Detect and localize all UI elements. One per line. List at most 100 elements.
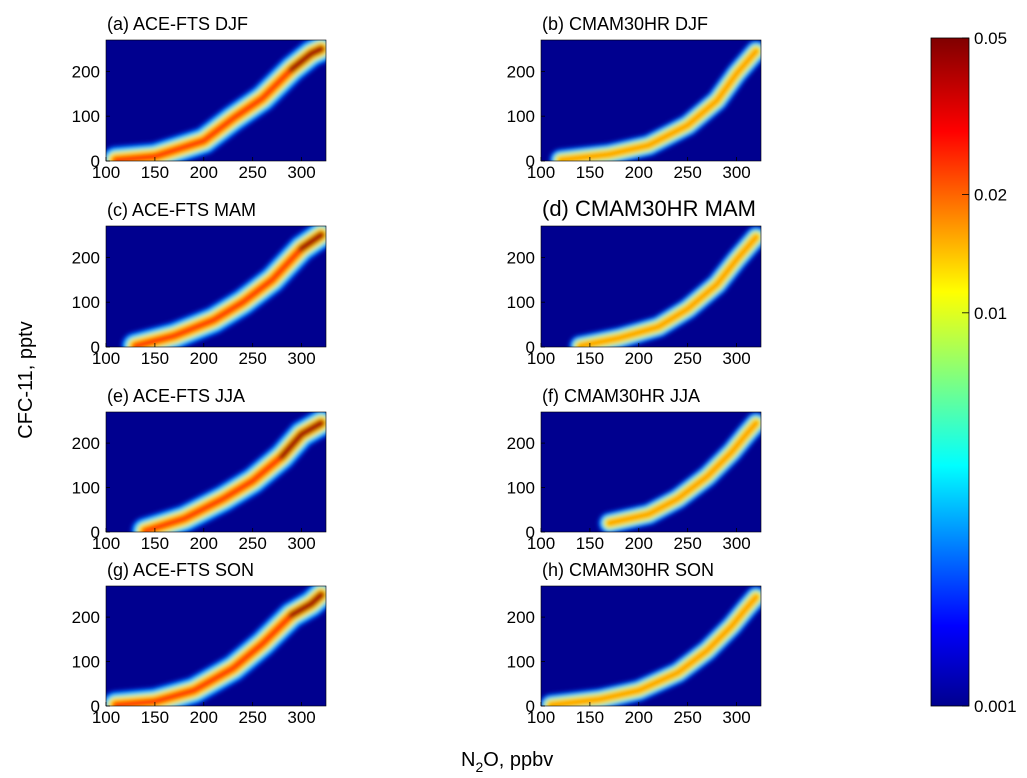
y-tick-label: 0 bbox=[91, 338, 100, 357]
panel-title: (h) CMAM30HR SON bbox=[542, 560, 714, 580]
x-tick-label: 250 bbox=[673, 349, 701, 368]
y-tick-label: 200 bbox=[72, 434, 100, 453]
x-tick-label: 100 bbox=[92, 708, 120, 727]
y-tick-label: 0 bbox=[526, 697, 535, 716]
x-tick-label: 200 bbox=[625, 163, 653, 182]
y-tick-label: 200 bbox=[72, 248, 100, 267]
heat-peak bbox=[298, 231, 325, 252]
colorbar-gradient bbox=[930, 37, 970, 707]
x-tick-label: 150 bbox=[141, 534, 169, 553]
x-tick-label: 200 bbox=[190, 349, 218, 368]
panel-frame bbox=[540, 411, 762, 533]
x-tick-label: 250 bbox=[673, 708, 701, 727]
y-tick-label: 200 bbox=[507, 434, 535, 453]
panel-title: (d) CMAM30HR MAM bbox=[542, 196, 756, 221]
x-tick-label: 150 bbox=[141, 163, 169, 182]
x-tick-label: 200 bbox=[625, 349, 653, 368]
y-tick-label: 100 bbox=[72, 653, 100, 672]
x-tick-label: 300 bbox=[287, 349, 315, 368]
heat-level-3 bbox=[577, 234, 760, 347]
y-tick-label: 200 bbox=[507, 248, 535, 267]
y-tick-label: 0 bbox=[91, 523, 100, 542]
panel-title: (f) CMAM30HR JJA bbox=[542, 386, 700, 406]
panel-frame bbox=[105, 411, 327, 533]
panel-frame bbox=[105, 225, 327, 348]
panel-frame bbox=[105, 39, 327, 162]
colorbar-ticks: 0.05 0.02 0.01 0.001 bbox=[962, 29, 1017, 716]
panel-title: (c) ACE-FTS MAM bbox=[107, 200, 256, 220]
y-tick-label: 0 bbox=[91, 697, 100, 716]
y-tick-label: 200 bbox=[507, 62, 535, 81]
panel-frame bbox=[540, 225, 762, 348]
y-tick-label: 0 bbox=[526, 152, 535, 171]
colorbar: 0.05 0.02 0.01 0.001 bbox=[930, 29, 1017, 716]
x-tick-label: 300 bbox=[287, 163, 315, 182]
x-tick-label: 250 bbox=[238, 163, 266, 182]
x-tick-label: 100 bbox=[92, 349, 120, 368]
x-tick-label: 300 bbox=[722, 163, 750, 182]
heat-band bbox=[569, 226, 761, 347]
y-tick-label: 0 bbox=[91, 152, 100, 171]
x-tick-label: 150 bbox=[576, 534, 604, 553]
y-tick-label: 100 bbox=[72, 107, 100, 126]
x-axis-label: N2O, ppbv bbox=[461, 749, 553, 775]
colorbar-tick-label: 0.001 bbox=[974, 697, 1017, 716]
y-axis-label: CFC-11, pptv bbox=[15, 321, 37, 438]
colorbar-tick-label: 0.01 bbox=[974, 304, 1007, 323]
x-tick-label: 250 bbox=[238, 708, 266, 727]
panel-title: (e) ACE-FTS JJA bbox=[107, 386, 245, 406]
y-tick-label: 100 bbox=[72, 479, 100, 498]
heat-band bbox=[131, 412, 326, 532]
x-tick-label: 300 bbox=[722, 534, 750, 553]
y-tick-label: 200 bbox=[507, 608, 535, 627]
y-tick-label: 100 bbox=[507, 653, 535, 672]
x-tick-label: 300 bbox=[287, 708, 315, 727]
x-tick-label: 100 bbox=[527, 708, 555, 727]
heat-band bbox=[598, 412, 761, 532]
x-tick-label: 200 bbox=[190, 708, 218, 727]
x-tick-label: 100 bbox=[527, 534, 555, 553]
heat-band bbox=[541, 586, 761, 706]
panel-frame bbox=[540, 39, 762, 162]
x-axis-label-main: N bbox=[461, 749, 475, 771]
panel-frame bbox=[540, 585, 762, 707]
heat-peak bbox=[278, 419, 325, 460]
colorbar-tick-label: 0.02 bbox=[974, 185, 1007, 204]
x-tick-label: 300 bbox=[287, 534, 315, 553]
x-tick-label: 150 bbox=[141, 708, 169, 727]
x-tick-label: 200 bbox=[625, 708, 653, 727]
heat-band bbox=[106, 40, 326, 161]
x-tick-label: 250 bbox=[238, 534, 266, 553]
x-tick-label: 300 bbox=[722, 708, 750, 727]
x-tick-label: 100 bbox=[92, 534, 120, 553]
y-tick-label: 0 bbox=[526, 523, 535, 542]
x-tick-label: 150 bbox=[576, 349, 604, 368]
y-tick-label: 100 bbox=[507, 107, 535, 126]
x-tick-label: 200 bbox=[625, 534, 653, 553]
x-axis-label-rest: O, ppbv bbox=[483, 749, 553, 771]
x-tick-label: 200 bbox=[190, 534, 218, 553]
heat-peak bbox=[288, 591, 325, 619]
x-tick-label: 200 bbox=[190, 163, 218, 182]
y-tick-label: 100 bbox=[507, 479, 535, 498]
x-tick-label: 150 bbox=[141, 349, 169, 368]
panel-frame bbox=[105, 585, 327, 707]
heat-peak bbox=[288, 45, 325, 73]
heat-band bbox=[106, 586, 326, 706]
y-tick-label: 200 bbox=[72, 62, 100, 81]
x-tick-label: 100 bbox=[527, 163, 555, 182]
y-tick-label: 100 bbox=[507, 293, 535, 312]
colorbar-tick-label: 0.05 bbox=[974, 29, 1007, 48]
panel-title: (b) CMAM30HR DJF bbox=[542, 14, 708, 34]
x-tick-label: 300 bbox=[722, 349, 750, 368]
